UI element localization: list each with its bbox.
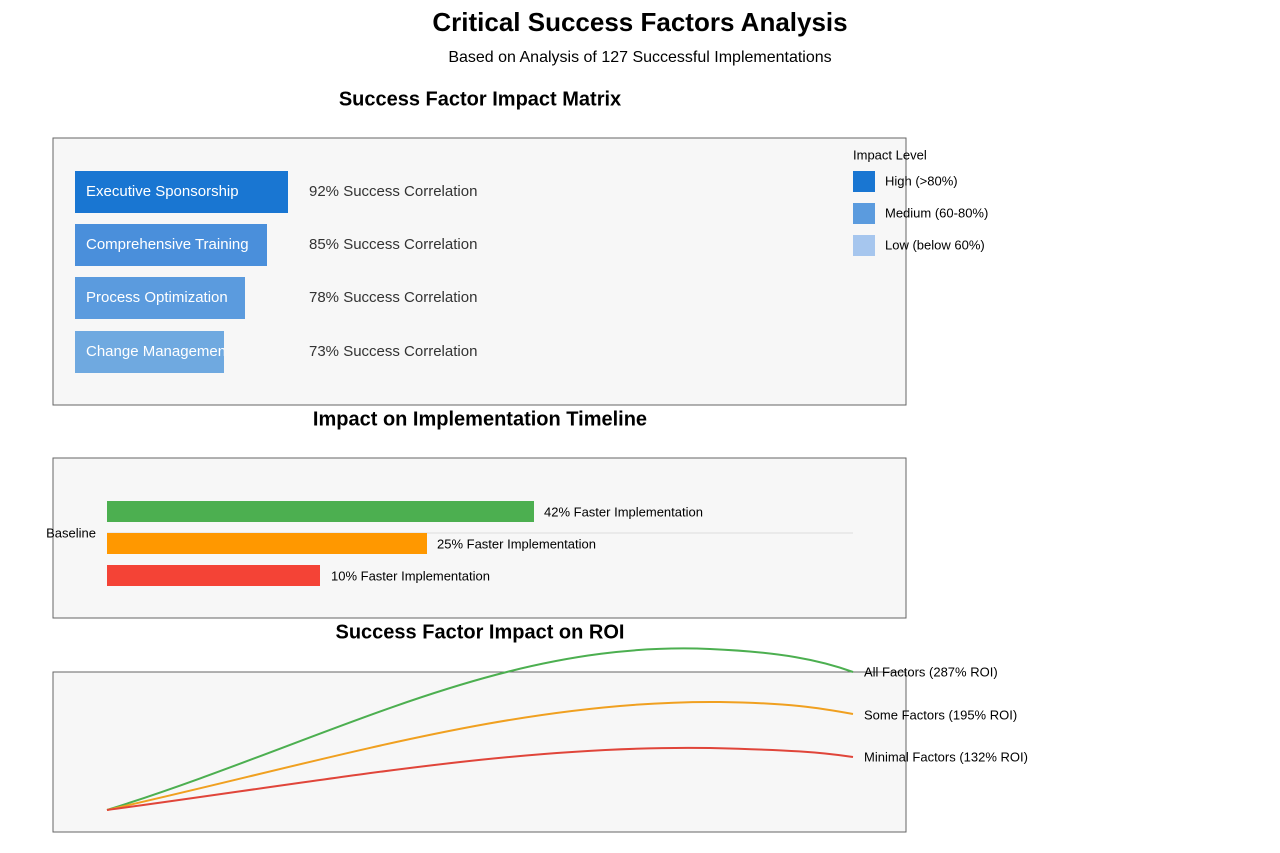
section-title: Success Factor Impact Matrix	[339, 88, 621, 110]
section-title: Success Factor Impact on ROI	[336, 621, 625, 643]
factor-bar	[75, 224, 267, 266]
subtitle: Based on Analysis of 127 Successful Impl…	[448, 49, 831, 66]
factor-bar	[75, 331, 224, 373]
timeline-bar	[107, 565, 320, 586]
section-title: Impact on Implementation Timeline	[313, 408, 647, 430]
roi-label: All Factors (287% ROI)	[864, 664, 998, 679]
title: Critical Success Factors Analysis	[432, 7, 847, 37]
correlation: 78% Success Correlation	[309, 289, 477, 306]
roi-label: Some Factors (195% ROI)	[864, 707, 1017, 722]
timeline-label: 25% Faster Implementation	[437, 536, 596, 551]
legend-label: Low (below 60%)	[885, 237, 985, 252]
correlation: 92% Success Correlation	[309, 183, 477, 200]
legend-title: Impact Level	[853, 147, 927, 162]
factor-label: Executive Sponsorship	[86, 183, 239, 200]
timeline-label: 10% Faster Implementation	[331, 568, 490, 583]
roi-curve	[106, 647, 854, 811]
roi-label: Minimal Factors (132% ROI)	[864, 749, 1028, 764]
timeline-label: 42% Faster Implementation	[544, 504, 703, 519]
timeline-bar	[107, 501, 534, 522]
legend-swatch	[853, 171, 875, 192]
correlation: 73% Success Correlation	[309, 343, 477, 360]
correlation: 85% Success Correlation	[309, 236, 477, 253]
factor-label: Process Optimization	[86, 289, 228, 306]
factor-label: Change Management	[86, 343, 231, 360]
roi-curve	[106, 700, 854, 811]
timeline-bar	[107, 533, 427, 554]
legend-swatch	[853, 203, 875, 224]
baseline-label: Baseline	[46, 525, 96, 540]
legend-label: Medium (60-80%)	[885, 205, 988, 220]
roi-curve	[106, 746, 854, 811]
factor-label: Comprehensive Training	[86, 236, 249, 253]
legend-label: High (>80%)	[885, 173, 958, 188]
factor-bar	[75, 277, 245, 319]
factor-bar	[75, 171, 288, 213]
panel	[52, 671, 907, 833]
legend-swatch	[853, 235, 875, 256]
